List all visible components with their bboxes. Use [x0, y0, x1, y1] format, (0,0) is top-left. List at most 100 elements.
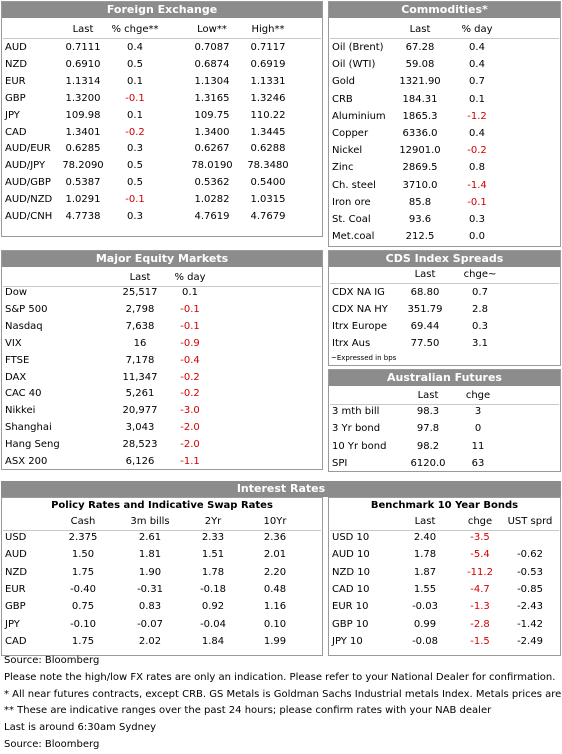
- header-rule: [330, 404, 559, 405]
- cell: -0.2: [180, 388, 200, 400]
- cell: -1.1: [180, 456, 200, 467]
- cell: 2.01: [263, 549, 287, 561]
- column-header: Last: [72, 24, 94, 35]
- cell: -0.31: [137, 583, 163, 595]
- cell: 0.75: [71, 601, 95, 613]
- cell: 5,261: [125, 388, 155, 400]
- cell: -11.2: [467, 566, 493, 578]
- cell: 0.6288: [250, 143, 286, 155]
- row-label: CAC 40: [5, 388, 42, 400]
- cell: 11: [471, 440, 485, 452]
- row-label: CAD 10: [332, 583, 370, 595]
- cell: 0: [474, 423, 482, 435]
- cell: 0.6919: [250, 58, 286, 70]
- row-label: USD 10: [332, 532, 370, 543]
- header-rule: [3, 38, 321, 39]
- row-label: CRB: [332, 93, 353, 105]
- cell: -2.49: [517, 635, 543, 647]
- cell: 1.51: [201, 549, 225, 561]
- cell: 2.02: [138, 635, 162, 647]
- cell: 0.10: [263, 618, 287, 630]
- cell: 2.375: [68, 532, 98, 543]
- cell: -5.4: [470, 549, 490, 561]
- cell: -0.1: [125, 194, 145, 206]
- header-rule: [330, 283, 559, 284]
- cell: 78.3480: [247, 160, 289, 172]
- cell: -1.42: [517, 618, 543, 630]
- column-header: % day: [461, 24, 493, 35]
- cell: -0.9: [180, 337, 200, 349]
- row-label: DAX: [5, 371, 27, 383]
- section-title: Foreign Exchange: [2, 2, 322, 18]
- cell: 1.3400: [194, 126, 230, 138]
- cell: 2.61: [138, 532, 162, 543]
- cell: 0.7: [469, 76, 485, 88]
- cell: -2.43: [517, 601, 543, 613]
- cell: 0.6910: [65, 58, 101, 70]
- row-label: Nikkei: [5, 405, 36, 417]
- cell: -4.7: [470, 583, 490, 595]
- cell: 0.5: [127, 160, 143, 172]
- cell: 0.3: [472, 321, 488, 332]
- cell: 0.4: [469, 42, 485, 53]
- column-header: 2Yr: [204, 516, 222, 527]
- cell: 3: [474, 406, 482, 417]
- cell: -0.53: [517, 566, 543, 578]
- cell: 78.2090: [62, 160, 104, 172]
- column-header: chge: [465, 390, 491, 401]
- cell: 1.3200: [65, 92, 101, 104]
- cell: 1.3401: [65, 126, 101, 138]
- section-subtitle: Benchmark 10 Year Bonds: [370, 500, 519, 511]
- row-label: CAD: [5, 635, 27, 647]
- cell: 6,126: [125, 456, 155, 467]
- row-label: S&P 500: [5, 303, 48, 315]
- row-label: CDX NA IG: [332, 287, 385, 298]
- row-label: EUR: [5, 75, 26, 87]
- cell: 1.84: [201, 635, 225, 647]
- cell: -0.2: [180, 371, 200, 383]
- cell: 0.5: [127, 58, 143, 70]
- row-label: GBP: [5, 92, 26, 104]
- cell: 93.6: [408, 214, 432, 225]
- row-label: Zinc: [332, 162, 354, 174]
- header-rule: [3, 530, 321, 531]
- cell: 1.3445: [250, 126, 286, 138]
- cell: 4.7679: [250, 211, 286, 222]
- cell: 1.75: [71, 566, 95, 578]
- column-header: Low**: [197, 24, 227, 35]
- cell: -0.10: [70, 618, 96, 630]
- cell: 0.7117: [250, 42, 286, 53]
- cell: -0.1: [125, 92, 145, 104]
- cell: 1.3246: [250, 92, 286, 104]
- cell: 2,798: [125, 303, 155, 315]
- cell: 0.8: [469, 162, 485, 174]
- cell: 1.78: [413, 549, 437, 561]
- cell: 1.50: [71, 549, 95, 561]
- cell: -1.2: [467, 110, 487, 122]
- cell: 1.81: [138, 549, 162, 561]
- cell: 0.5387: [65, 177, 101, 189]
- row-label: 3 mth bill: [332, 406, 380, 417]
- cell: 0.7087: [194, 42, 230, 53]
- footer-line: Please note the high/low FX rates are on…: [4, 671, 556, 683]
- footer-line: Source: Bloomberg: [4, 739, 100, 750]
- cell: -0.40: [70, 583, 96, 595]
- row-label: CDX NA HY: [332, 304, 388, 315]
- cell: 0.3: [469, 214, 485, 225]
- cell: -0.04: [200, 618, 226, 630]
- cell: 2.8: [472, 304, 488, 315]
- cell: 0.48: [263, 583, 287, 595]
- cell: -0.4: [180, 354, 200, 366]
- row-label: NZD: [5, 58, 28, 70]
- cell: 0.1: [469, 93, 485, 105]
- section-border: [328, 1, 561, 247]
- cell: 0.7111: [65, 42, 101, 53]
- cell: 67.28: [405, 42, 435, 53]
- cell: -2.0: [180, 422, 200, 434]
- row-label: NZD: [5, 566, 28, 578]
- cell: 0.5: [127, 177, 143, 189]
- row-label: FTSE: [5, 354, 30, 366]
- row-label: ASX 200: [5, 456, 48, 467]
- cell: 85.8: [408, 196, 432, 208]
- cell: 59.08: [405, 59, 435, 71]
